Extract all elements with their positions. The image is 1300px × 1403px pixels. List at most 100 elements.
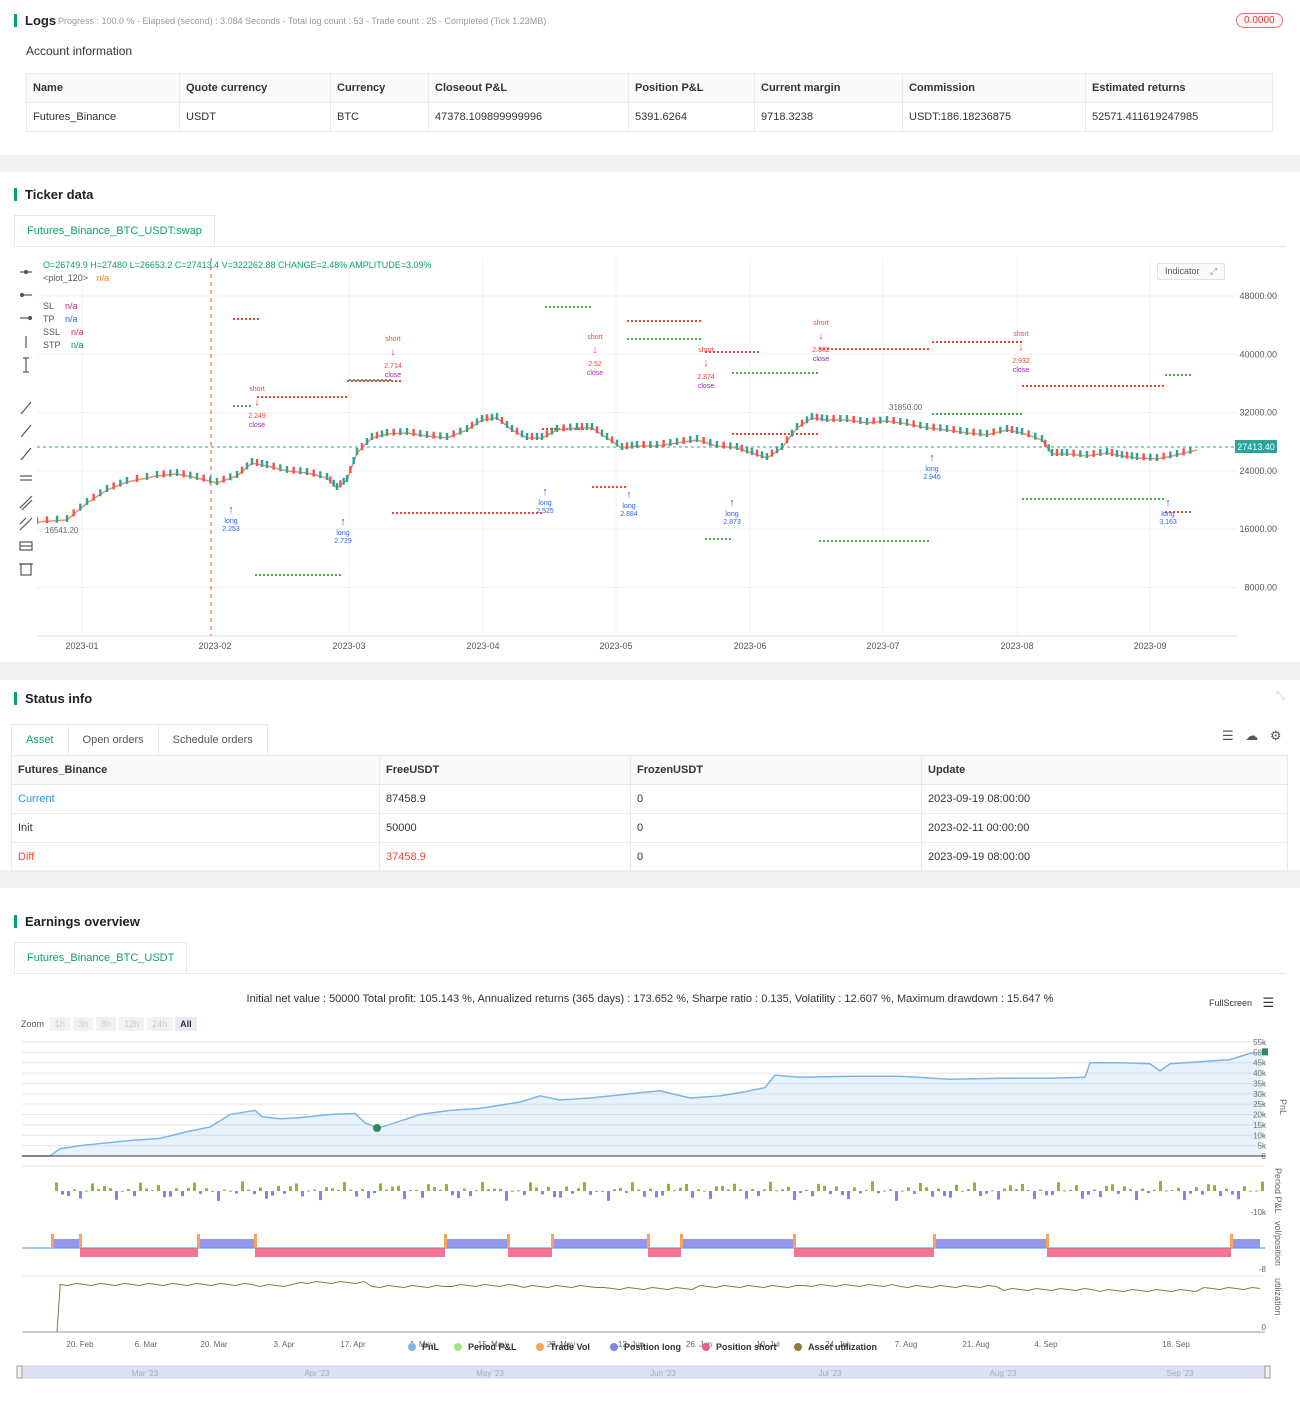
level-dot — [635, 320, 637, 322]
period-bar — [565, 1186, 568, 1191]
ticker-title: Ticker data — [14, 188, 93, 201]
level-dot — [753, 351, 755, 353]
zoom-3h[interactable]: 3h — [73, 1017, 94, 1031]
x-tick-label: 21. Aug — [962, 1340, 989, 1349]
collapse-icon[interactable]: ⤡ — [1276, 690, 1285, 702]
zoom-24h[interactable]: 24h — [147, 1017, 173, 1031]
level-dot — [772, 433, 774, 435]
short-value: 2.874 — [697, 374, 715, 381]
col-currency: Currency — [330, 73, 429, 103]
period-bar — [745, 1191, 748, 1199]
level-dot — [1016, 341, 1018, 343]
x-tick-label: 17. Apr — [340, 1340, 366, 1349]
period-bar — [613, 1189, 616, 1191]
x-tick-label: 2023-01 — [65, 641, 98, 651]
candle — [1110, 449, 1114, 456]
menu-icon: ☰ — [1262, 995, 1275, 1010]
period-bar — [1087, 1191, 1090, 1195]
zoom-12h[interactable]: 12h — [119, 1017, 145, 1031]
tab-schedule-orders[interactable]: Schedule orders — [157, 724, 268, 756]
position-short-bar — [648, 1248, 681, 1257]
level-dot — [1110, 385, 1112, 387]
tab-earnings-symbol[interactable]: Futures_Binance_BTC_USDT — [14, 942, 188, 973]
legend-marker — [536, 1343, 544, 1351]
candle — [515, 427, 519, 435]
level-dot — [1062, 498, 1064, 500]
period-bar — [853, 1187, 856, 1191]
x-tick-label: 18. Sep — [1162, 1340, 1190, 1349]
candle — [209, 476, 212, 484]
level-dot — [1008, 413, 1010, 415]
level-dot — [553, 306, 555, 308]
level-dot — [516, 512, 518, 514]
tab-asset[interactable]: Asset — [11, 724, 69, 756]
candle — [79, 503, 82, 511]
fullscreen-button[interactable]: FullScreen ☰ — [1209, 994, 1274, 1010]
level-dot — [776, 372, 778, 374]
candle — [1034, 432, 1037, 440]
period-bar — [289, 1186, 292, 1191]
tab-ticker-symbol[interactable]: Futures_Binance_BTC_USDT:swap — [14, 215, 215, 246]
level-dot — [1098, 385, 1100, 387]
candle — [1115, 450, 1119, 457]
level-dot — [996, 413, 998, 415]
level-dot — [351, 380, 353, 382]
zoom-8h[interactable]: 8h — [96, 1017, 117, 1031]
zoom-1h[interactable]: 1h — [50, 1017, 71, 1031]
long-arrow: ↑ — [1165, 497, 1171, 509]
level-dot — [1138, 385, 1140, 387]
candle — [535, 433, 539, 440]
tab-open-orders[interactable]: Open orders — [67, 724, 159, 756]
period-bar — [403, 1191, 406, 1200]
period-bar — [997, 1191, 1000, 1200]
level-dot — [831, 348, 833, 350]
period-bar — [865, 1190, 868, 1192]
navigator-label: Mar '23 — [132, 1369, 159, 1378]
level-dot — [859, 348, 861, 350]
level-dot — [1094, 385, 1096, 387]
candle — [595, 426, 599, 434]
candle — [175, 469, 179, 476]
level-dot — [399, 380, 401, 382]
zoom-all[interactable]: All — [175, 1017, 197, 1031]
level-dot — [557, 306, 559, 308]
level-dot — [1165, 374, 1167, 376]
y-tick-label: 24000.00 — [1239, 466, 1277, 476]
period-bar — [685, 1184, 688, 1191]
x-tick-label: 2023-03 — [332, 641, 365, 651]
indicator-button[interactable]: Indicator ⤢ — [1157, 263, 1226, 280]
level-dot — [297, 396, 299, 398]
level-dot — [1154, 385, 1156, 387]
candle — [625, 442, 629, 450]
level-dot — [311, 574, 313, 576]
period-bar — [883, 1190, 886, 1192]
level-dot — [812, 372, 814, 374]
pnl-tick: 25k — [1253, 1100, 1267, 1109]
long-arrow: ↑ — [929, 452, 935, 464]
level-dot — [729, 538, 731, 540]
drawing-tools-icons[interactable] — [16, 262, 36, 582]
level-dot — [1038, 385, 1040, 387]
gear-icon[interactable]: ⚙ — [1269, 728, 1282, 743]
short-label: short — [587, 334, 603, 341]
level-dot — [695, 320, 697, 322]
level-dot — [944, 341, 946, 343]
list-icon[interactable]: ☰ — [1222, 728, 1234, 743]
level-dot — [287, 574, 289, 576]
candle — [550, 427, 554, 435]
period-bar — [355, 1191, 358, 1197]
period-bar — [937, 1188, 940, 1191]
earnings-chart[interactable]: 55k50k45k40k35k30k25k20k15k10k5k0PnL-10k… — [0, 1036, 1300, 1403]
position-long-bar — [934, 1239, 1047, 1248]
candle — [750, 448, 754, 455]
cloud-icon[interactable]: ☁ — [1245, 728, 1259, 743]
level-dot — [919, 348, 921, 350]
status-tabs: Asset Open orders Schedule orders — [11, 724, 268, 756]
level-dot — [740, 372, 742, 374]
period-bar — [157, 1184, 160, 1191]
level-dot — [412, 512, 414, 514]
candle — [452, 430, 455, 438]
level-dot — [847, 348, 849, 350]
navigator-handle-right — [1264, 1365, 1271, 1379]
price-chart[interactable]: short ↓ 2.249 close short ↓ 2.714 close short ↓ 2.… — [37, 258, 1287, 658]
